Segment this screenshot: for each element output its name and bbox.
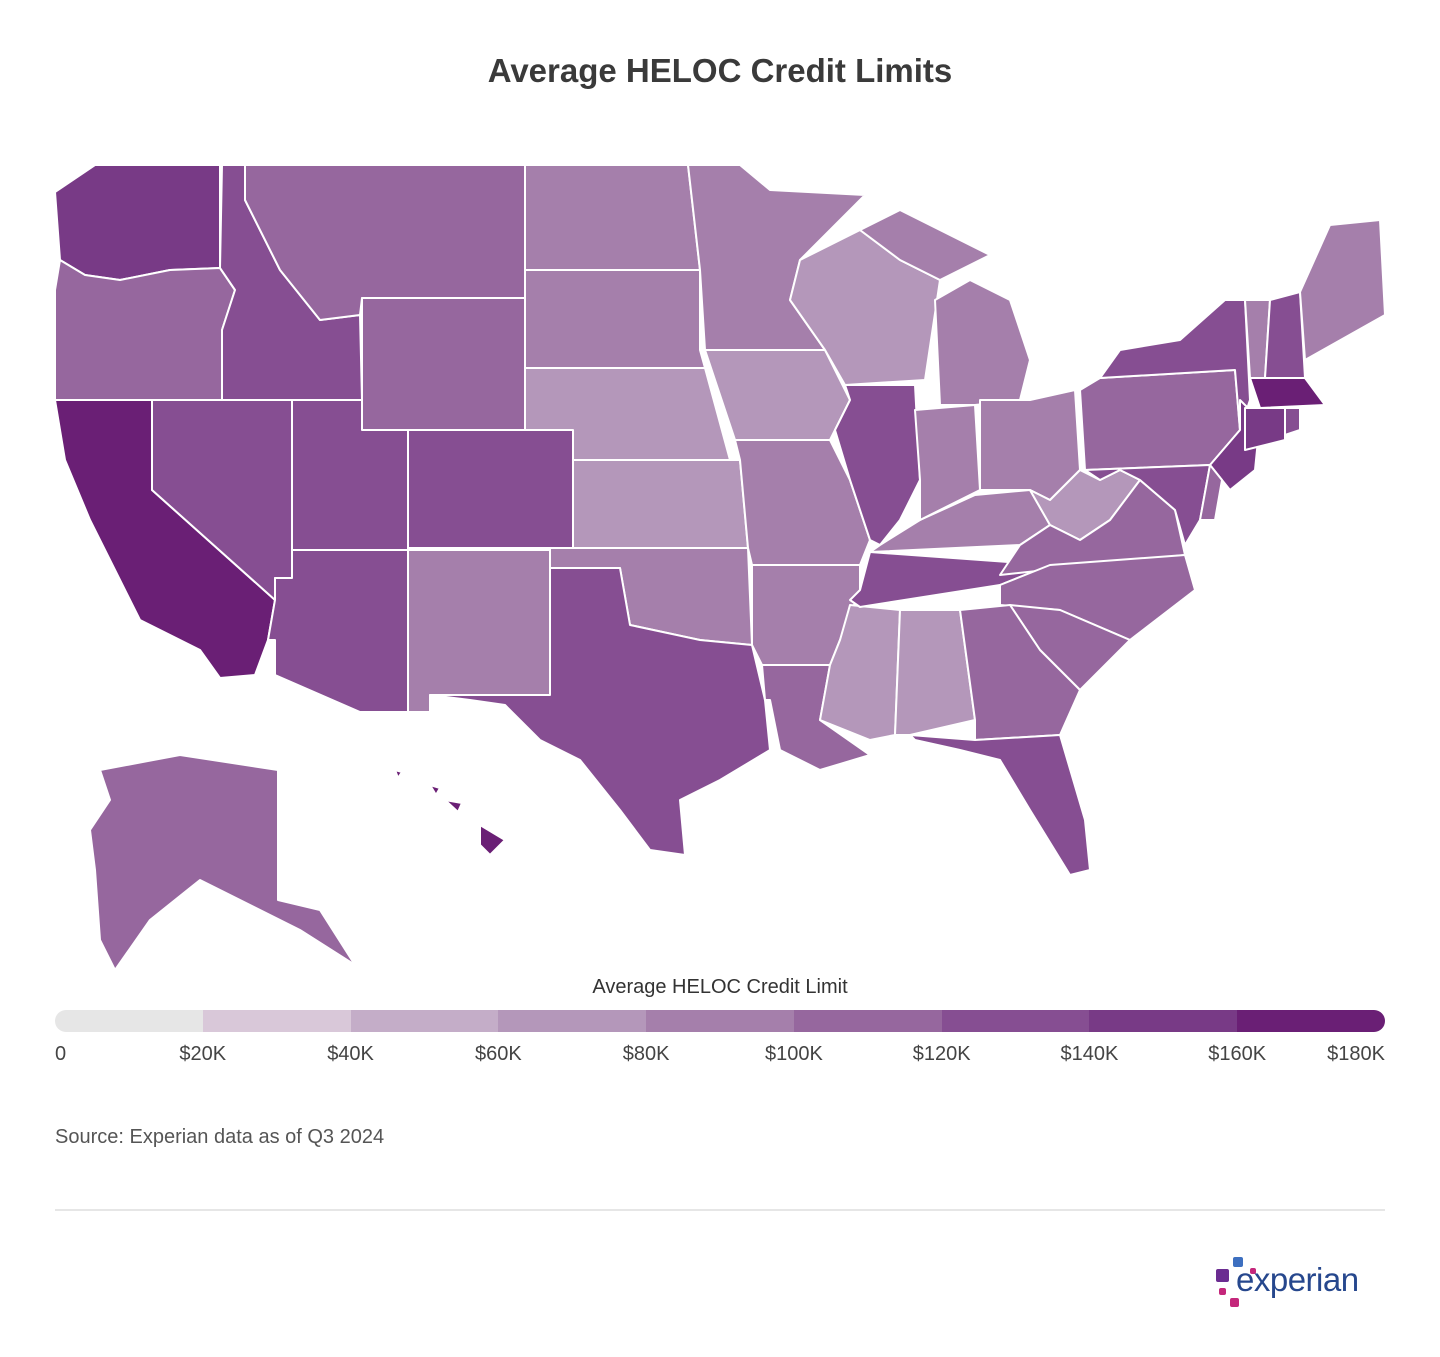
state-ct[interactable] xyxy=(1244,407,1286,451)
state-shape-pa[interactable] xyxy=(1079,369,1241,471)
state-ak[interactable] xyxy=(89,754,356,971)
state-shape-hi[interactable] xyxy=(394,769,403,779)
legend-tick-label: $20K xyxy=(179,1043,227,1065)
state-shape-oh[interactable] xyxy=(979,389,1081,501)
legend-tick-label: $120K xyxy=(912,1043,971,1065)
state-shape-de[interactable] xyxy=(1199,464,1223,521)
legend-title: Average HELOC Credit Limit xyxy=(592,976,848,998)
state-shape-ia[interactable] xyxy=(704,349,851,441)
legend-swatch-0 xyxy=(55,1010,203,1032)
state-pa[interactable] xyxy=(1079,369,1241,471)
state-shape-nh[interactable] xyxy=(1264,291,1306,379)
state-shape-al[interactable] xyxy=(894,609,976,736)
legend-swatch-2 xyxy=(350,1010,499,1032)
state-shape-mi[interactable] xyxy=(859,209,991,281)
legend-tick-label: $80K xyxy=(622,1043,670,1065)
state-shape-or[interactable] xyxy=(54,259,236,401)
legend-swatch-6 xyxy=(941,1010,1090,1032)
state-tx[interactable] xyxy=(429,567,771,856)
logo-wordmark: experian xyxy=(1236,1261,1359,1298)
state-shape-tx[interactable] xyxy=(429,567,771,856)
state-al[interactable] xyxy=(894,609,976,736)
legend-tick-label: $40K xyxy=(327,1043,374,1065)
state-shape-ri[interactable] xyxy=(1284,407,1301,436)
state-shape-ma[interactable] xyxy=(1249,377,1326,409)
experian-logo: experian xyxy=(1214,1255,1384,1315)
state-oh[interactable] xyxy=(979,389,1081,501)
state-nh[interactable] xyxy=(1264,291,1306,379)
state-shape-ks[interactable] xyxy=(572,459,749,549)
state-ia[interactable] xyxy=(704,349,851,441)
state-shape-wy[interactable] xyxy=(361,297,526,431)
state-nd[interactable] xyxy=(524,164,701,271)
state-mi[interactable] xyxy=(859,209,1031,406)
state-shape-hi[interactable] xyxy=(429,784,441,796)
state-wa[interactable] xyxy=(54,164,221,281)
legend-swatch-7 xyxy=(1089,1010,1238,1032)
state-shape-mi[interactable] xyxy=(934,279,1031,406)
logo-square-magenta xyxy=(1219,1288,1226,1295)
state-shape-me[interactable] xyxy=(1299,219,1386,361)
state-shape-hi[interactable] xyxy=(444,799,463,813)
state-shape-wa[interactable] xyxy=(54,164,221,281)
legend-color-scale xyxy=(55,1010,1385,1032)
legend-swatch-3 xyxy=(498,1010,647,1032)
state-shape-ga[interactable] xyxy=(959,604,1081,741)
state-sd[interactable] xyxy=(524,269,706,369)
state-de[interactable] xyxy=(1199,464,1223,521)
state-nm[interactable] xyxy=(407,549,551,713)
state-shape-ct[interactable] xyxy=(1244,407,1286,451)
divider xyxy=(55,1209,1385,1211)
state-shape-hi[interactable] xyxy=(479,824,506,856)
legend-tick-label: $160K xyxy=(1208,1043,1267,1065)
state-shape-nm[interactable] xyxy=(407,549,551,713)
legend-swatch-4 xyxy=(646,1010,794,1032)
state-shape-ak[interactable] xyxy=(89,754,356,971)
legend-swatch-5 xyxy=(793,1010,942,1032)
legend-tick-label: $60K xyxy=(474,1043,522,1065)
state-shape-nd[interactable] xyxy=(524,164,701,271)
logo-square-blue xyxy=(1233,1257,1243,1267)
source-note: Source: Experian data as of Q3 2024 xyxy=(55,1126,385,1148)
logo-square-pink-small xyxy=(1250,1268,1256,1274)
legend-tick-label: $180K xyxy=(1327,1043,1385,1065)
state-ga[interactable] xyxy=(959,604,1081,741)
state-wy[interactable] xyxy=(361,297,526,431)
legend-swatch-1 xyxy=(202,1010,351,1032)
legend-swatch-8 xyxy=(1237,1010,1385,1032)
state-shape-fl[interactable] xyxy=(909,734,1091,876)
chart-title: Average HELOC Credit Limits xyxy=(487,52,953,89)
state-ks[interactable] xyxy=(572,459,749,549)
state-co[interactable] xyxy=(407,429,574,549)
logo-square-magenta-bottom xyxy=(1230,1298,1239,1307)
state-ma[interactable] xyxy=(1249,377,1326,409)
us-choropleth-map xyxy=(54,164,1386,971)
legend-tick-label: $140K xyxy=(1060,1043,1119,1065)
legend-tick-label: $100K xyxy=(764,1043,823,1065)
state-hi[interactable] xyxy=(394,769,506,856)
legend-tick-label: 0 xyxy=(55,1043,67,1065)
state-fl[interactable] xyxy=(909,734,1091,876)
logo-square-purple xyxy=(1216,1269,1229,1282)
state-shape-sd[interactable] xyxy=(524,269,706,369)
state-or[interactable] xyxy=(54,259,236,401)
state-me[interactable] xyxy=(1299,219,1386,361)
state-ri[interactable] xyxy=(1284,407,1301,436)
state-shape-co[interactable] xyxy=(407,429,574,549)
